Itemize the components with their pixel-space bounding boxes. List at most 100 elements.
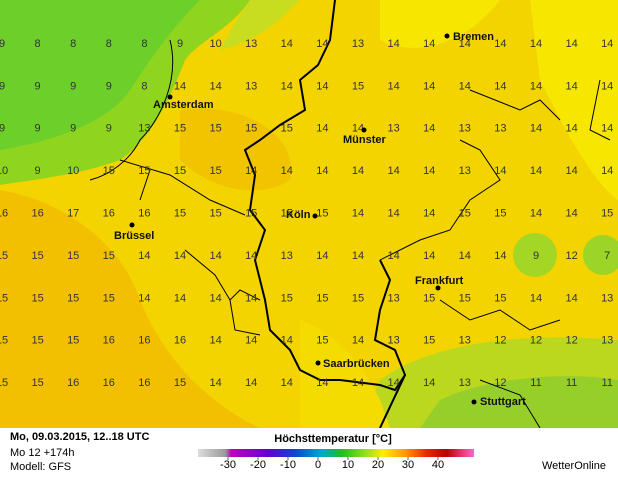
brand: WetterOnline — [542, 460, 606, 472]
city-label: Stuttgart — [480, 396, 526, 408]
grid-value: 16 — [67, 377, 79, 389]
grid-value: 14 — [601, 38, 613, 50]
grid-value: 9 — [106, 80, 112, 92]
grid-value: 14 — [138, 250, 150, 262]
grid-value: 15 — [67, 292, 79, 304]
scale-tick-label: -30 — [220, 459, 236, 471]
scale-tick-label: -20 — [250, 459, 266, 471]
grid-value: 13 — [281, 250, 293, 262]
grid-value: 15 — [209, 123, 221, 135]
grid-value: 15 — [494, 292, 506, 304]
grid-value: 14 — [245, 335, 257, 347]
grid-value: 15 — [245, 208, 257, 220]
grid-value: 14 — [316, 123, 328, 135]
grid-value: 13 — [138, 123, 150, 135]
grid-value: 16 — [138, 377, 150, 389]
grid-value: 16 — [0, 208, 8, 220]
grid-value: 14 — [281, 165, 293, 177]
city-label: Frankfurt — [415, 275, 464, 287]
scale-tick-label: 30 — [402, 459, 414, 471]
grid-value: 14 — [423, 208, 435, 220]
scale-tick-label: 40 — [432, 459, 444, 471]
grid-value: 13 — [601, 335, 613, 347]
grid-value: 15 — [174, 208, 186, 220]
grid-value: 16 — [103, 335, 115, 347]
legend-title: Höchsttemperatur [°C] — [274, 433, 392, 445]
grid-value: 14 — [281, 377, 293, 389]
grid-value: 14 — [423, 377, 435, 389]
grid-value: 15 — [423, 292, 435, 304]
grid-value: 16 — [174, 335, 186, 347]
grid-value: 15 — [103, 292, 115, 304]
grid-value: 15 — [174, 165, 186, 177]
grid-value: 15 — [138, 165, 150, 177]
grid-value: 15 — [0, 292, 8, 304]
grid-value: 14 — [565, 38, 577, 50]
grid-value: 14 — [245, 377, 257, 389]
scale-tick-label: -10 — [280, 459, 296, 471]
grid-value: 14 — [387, 165, 399, 177]
grid-value: 14 — [494, 250, 506, 262]
grid-value: 14 — [423, 38, 435, 50]
grid-value: 14 — [530, 38, 542, 50]
grid-value: 11 — [566, 377, 577, 389]
grid-value: 14 — [530, 292, 542, 304]
grid-value: 14 — [494, 38, 506, 50]
grid-value: 15 — [281, 208, 293, 220]
grid-value: 11 — [530, 377, 541, 389]
grid-value: 15 — [174, 377, 186, 389]
grid-value: 13 — [459, 335, 471, 347]
grid-value: 14 — [601, 165, 613, 177]
grid-value: 14 — [387, 208, 399, 220]
grid-value: 14 — [316, 250, 328, 262]
footer: Mo, 09.03.2015, 12..18 UTC Mo 12 +174h M… — [0, 428, 618, 478]
grid-value: 14 — [565, 208, 577, 220]
city-dot — [471, 399, 477, 405]
grid-value: 14 — [387, 377, 399, 389]
grid-value: 14 — [565, 292, 577, 304]
grid-value: 16 — [103, 377, 115, 389]
city-dot — [315, 360, 321, 366]
grid-value: 15 — [0, 377, 8, 389]
grid-value: 13 — [352, 38, 364, 50]
grid-value: 14 — [459, 250, 471, 262]
grid-value: 14 — [316, 165, 328, 177]
grid-value: 14 — [281, 335, 293, 347]
grid-value: 15 — [423, 335, 435, 347]
grid-value: 15 — [281, 123, 293, 135]
grid-value: 14 — [209, 335, 221, 347]
grid-value: 12 — [565, 335, 577, 347]
grid-value: 14 — [423, 250, 435, 262]
grid-value: 13 — [459, 377, 471, 389]
grid-value: 13 — [459, 123, 471, 135]
scale-tick-label: 0 — [315, 459, 321, 471]
scale-tick-label: 20 — [372, 459, 384, 471]
grid-value: 14 — [245, 292, 257, 304]
grid-value: 8 — [141, 80, 147, 92]
grid-value: 14 — [174, 250, 186, 262]
grid-value: 14 — [174, 80, 186, 92]
grid-value: 9 — [35, 80, 41, 92]
city-label: Brüssel — [114, 230, 154, 242]
grid-value: 14 — [209, 377, 221, 389]
city-label: Köln — [286, 209, 311, 221]
grid-value: 13 — [387, 292, 399, 304]
grid-value: 15 — [31, 250, 43, 262]
grid-value: 15 — [316, 208, 328, 220]
city-label: Saarbrücken — [323, 358, 390, 370]
grid-value: 15 — [67, 250, 79, 262]
grid-value: 15 — [103, 165, 115, 177]
grid-value: 14 — [352, 165, 364, 177]
grid-value: 14 — [245, 165, 257, 177]
grid-value: 15 — [31, 292, 43, 304]
grid-value: 14 — [494, 165, 506, 177]
grid-value: 14 — [316, 38, 328, 50]
grid-value: 8 — [70, 38, 76, 50]
grid-value: 15 — [316, 292, 328, 304]
city-dot — [167, 94, 173, 100]
grid-value: 15 — [352, 292, 364, 304]
city-dot — [361, 127, 367, 133]
grid-value: 14 — [174, 292, 186, 304]
grid-value: 14 — [352, 377, 364, 389]
grid-value: 15 — [31, 377, 43, 389]
